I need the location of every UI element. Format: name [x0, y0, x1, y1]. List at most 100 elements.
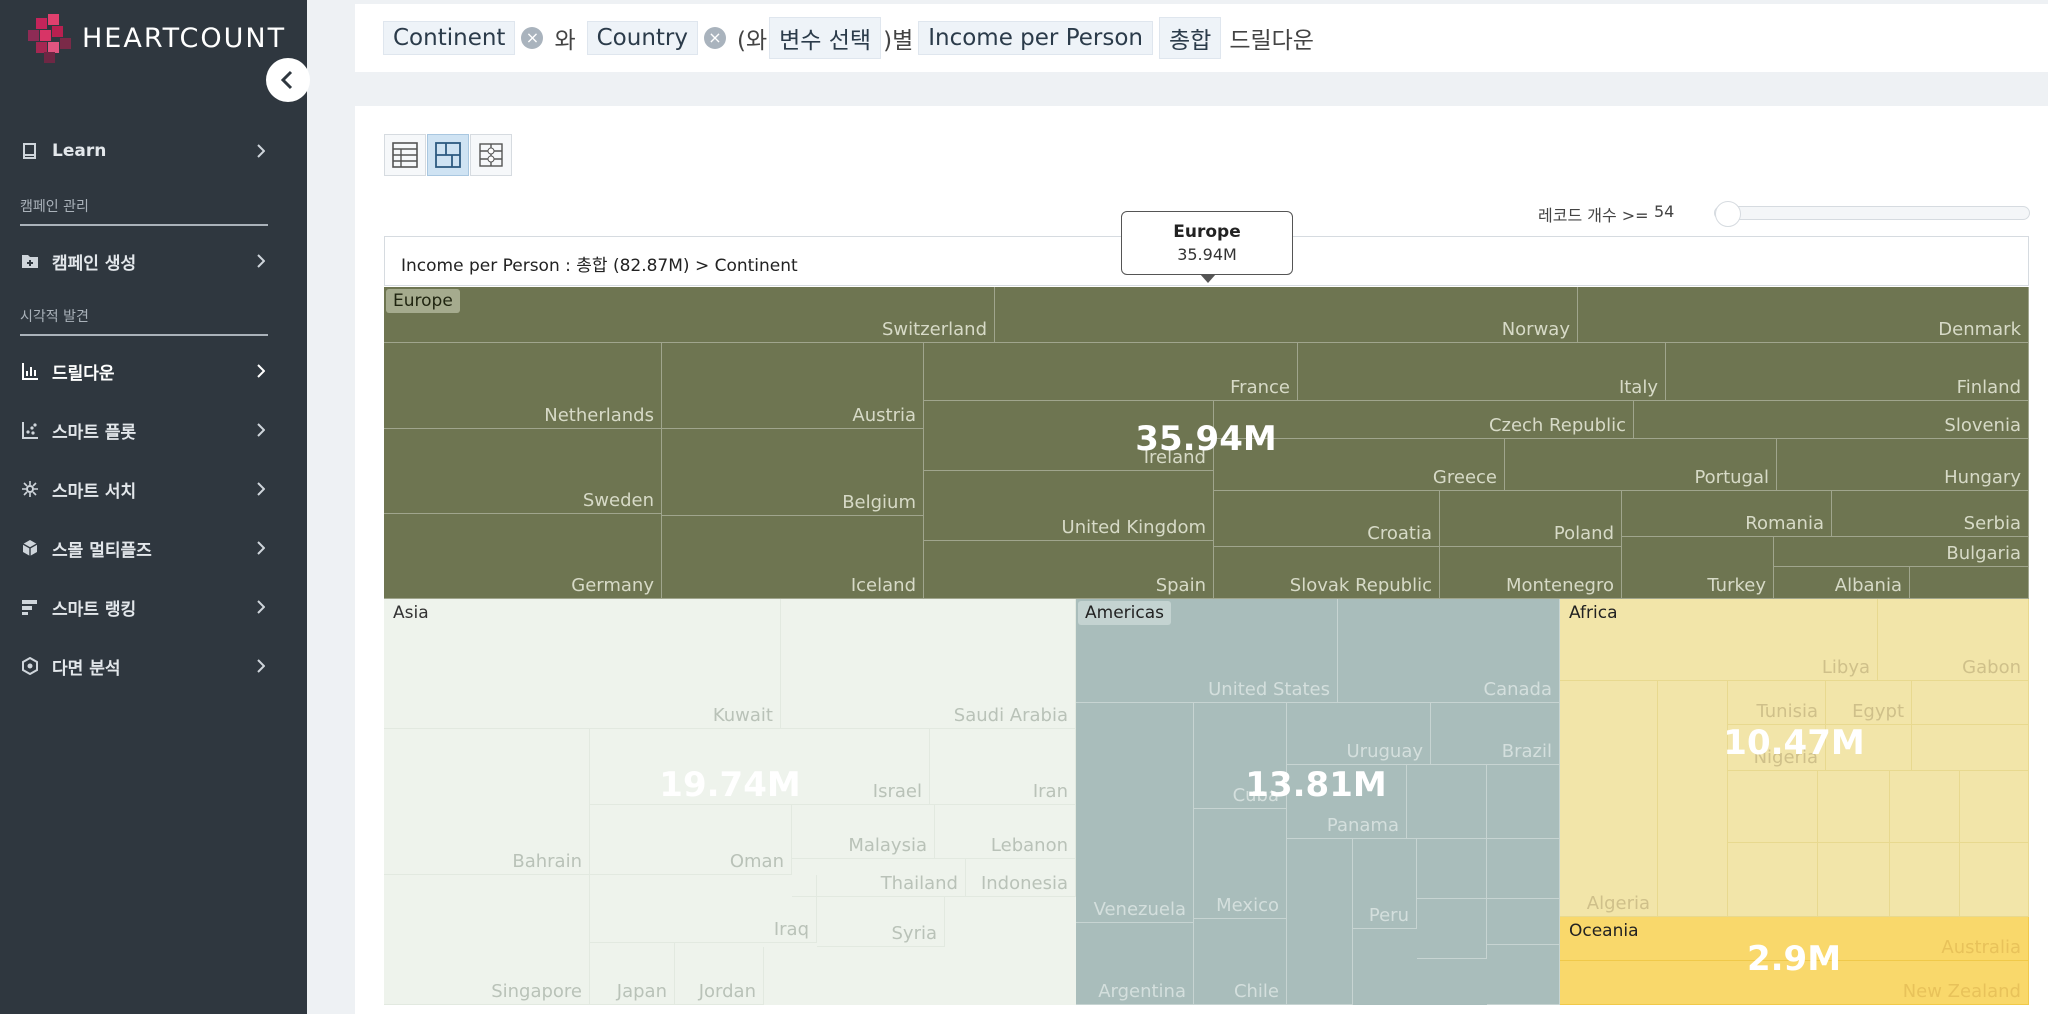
treemap-cell[interactable]: Gabon — [1878, 599, 2029, 681]
treemap-cell[interactable]: Bulgaria — [1774, 537, 2029, 567]
treemap-region-europe[interactable]: Europe Switzerland Norway Denmark Nether… — [384, 287, 2029, 599]
treemap-cell[interactable]: Mexico — [1194, 809, 1287, 919]
treemap-cell[interactable]: United States — [1076, 599, 1338, 703]
treemap-cell[interactable]: Portugal — [1505, 439, 1777, 491]
treemap-cell[interactable]: Switzerland — [384, 287, 995, 343]
treemap-cell[interactable]: Turkey — [1622, 537, 1774, 599]
treemap-cell[interactable]: Germany — [384, 514, 662, 599]
treemap-cell[interactable]: Algeria — [1560, 681, 1658, 917]
slider-knob[interactable] — [1715, 201, 1741, 227]
treemap-cell[interactable]: Greece — [1214, 439, 1505, 491]
treemap-cell[interactable]: Slovak Republic — [1214, 547, 1440, 599]
treemap-cell[interactable]: New Zealand — [1560, 961, 2029, 1005]
treemap-cell[interactable]: Syria — [817, 897, 945, 947]
treemap-cell[interactable]: Canada — [1338, 599, 1560, 703]
treemap-cell[interactable]: Malaysia — [792, 805, 935, 859]
treemap-cell[interactable]: Spain — [924, 541, 1214, 599]
sidebar-item-multi-analysis[interactable]: 다면 분석 — [20, 646, 268, 686]
sidebar-item-smart-ranking[interactable]: 스마트 랭킹 — [20, 587, 268, 627]
treemap-cell[interactable]: Iraq — [590, 875, 817, 943]
treemap-cell[interactable]: Slovenia — [1634, 401, 2029, 439]
treemap-cell[interactable]: Croatia — [1214, 491, 1440, 547]
chip-continent[interactable]: Continent — [383, 21, 516, 55]
treemap-cell[interactable]: Romania — [1622, 491, 1832, 537]
sidebar-item-create-campaign[interactable]: 캠페인 생성 — [20, 241, 268, 281]
treemap-cell[interactable]: Australia — [1560, 917, 2029, 961]
treemap-cell[interactable]: Libya — [1560, 599, 1878, 681]
treemap-cell[interactable]: Kuwait — [384, 599, 781, 729]
treemap-cell[interactable]: Egypt — [1826, 681, 1912, 725]
chip-country[interactable]: Country — [586, 21, 698, 55]
treemap-cell[interactable]: Serbia — [1832, 491, 2029, 537]
sidebar-item-learn[interactable]: Learn — [20, 131, 268, 171]
treemap-cell[interactable]: United Kingdom — [924, 471, 1214, 541]
treemap-region-americas[interactable]: Americas United States Canada Uruguay Br… — [1076, 599, 1560, 1005]
table-view-button[interactable] — [384, 134, 426, 176]
table-icon — [392, 142, 418, 168]
treemap-cell[interactable]: Cuba — [1194, 703, 1287, 809]
treemap-cell[interactable]: Lebanon — [935, 805, 1076, 859]
treemap-cell[interactable]: Thailand — [792, 859, 966, 897]
treemap-cell[interactable]: Uruguay — [1287, 703, 1431, 765]
treemap-view-button[interactable] — [427, 134, 469, 176]
treemap-cell[interactable]: Saudi Arabia — [781, 599, 1076, 729]
treemap-cell[interactable]: Iceland — [662, 516, 924, 599]
treemap-cell[interactable]: Sweden — [384, 429, 662, 514]
treemap-cell[interactable]: Czech Republic — [1214, 401, 1634, 439]
treemap-cell[interactable]: Denmark — [1578, 287, 2029, 343]
sidebar-item-small-multiples[interactable]: 스몰 멀티플즈 — [20, 528, 268, 568]
treemap-cell — [1912, 725, 2029, 771]
treemap-cell[interactable]: Montenegro — [1440, 547, 1622, 599]
chip-select-variable[interactable]: 변수 선택 — [769, 17, 882, 59]
treemap-cell[interactable]: Hungary — [1777, 439, 2029, 491]
treemap-cell[interactable]: Singapore — [384, 875, 590, 1005]
chip-income-per-person[interactable]: Income per Person — [918, 21, 1153, 55]
treemap-cell[interactable]: Peru — [1353, 839, 1417, 929]
treemap-cell[interactable]: Netherlands — [384, 343, 662, 429]
treemap-cell[interactable]: Panama — [1287, 765, 1407, 839]
treemap-cell[interactable]: Norway — [995, 287, 1578, 343]
cell-label: Saudi Arabia — [953, 705, 1068, 726]
treemap-cell[interactable]: Argentina — [1076, 923, 1194, 1005]
treemap-cell[interactable]: Austria — [662, 343, 924, 429]
treemap-cell[interactable]: Brazil — [1431, 703, 1560, 765]
treemap-cell[interactable]: Indonesia — [966, 859, 1076, 897]
treemap-cell[interactable]: Albania — [1774, 567, 1910, 599]
grid-view-button[interactable] — [470, 134, 512, 176]
sidebar-item-label: 스마트 서치 — [52, 481, 137, 502]
treemap-cell[interactable]: Japan — [590, 943, 675, 1005]
record-count-slider[interactable] — [1714, 201, 2030, 227]
treemap-cell[interactable]: Venezuela — [1076, 703, 1194, 923]
sidebar-item-drilldown[interactable]: 드릴다운 — [20, 351, 268, 391]
treemap-cell[interactable]: Nigeria — [1728, 725, 1826, 771]
logo[interactable]: HEARTCOUNT — [28, 14, 286, 63]
treemap-region-africa[interactable]: Africa Libya Gabon Tunisia Egypt Nigeria… — [1560, 599, 2029, 917]
chip-aggregation[interactable]: 총합 — [1158, 17, 1222, 59]
treemap-cell[interactable]: Oman — [590, 805, 792, 875]
remove-continent-icon[interactable]: × — [521, 27, 544, 49]
treemap-cell[interactable]: Tunisia — [1728, 681, 1826, 725]
treemap-cell[interactable]: Poland — [1440, 491, 1622, 547]
treemap-region-asia[interactable]: Asia Kuwait Saudi Arabia Israel Iran Mal… — [384, 599, 1076, 1005]
treemap-cell[interactable]: France — [924, 343, 1298, 401]
collapse-sidebar-button[interactable] — [266, 58, 310, 102]
treemap-cell[interactable]: Jordan — [675, 947, 764, 1005]
treemap-cell[interactable]: Ireland — [924, 401, 1214, 471]
sidebar-item-smart-search[interactable]: 스마트 서치 — [20, 469, 268, 509]
treemap-cell[interactable]: Italy — [1298, 343, 1666, 401]
view-mode-toggle — [384, 134, 513, 176]
remove-country-icon[interactable]: × — [704, 27, 726, 49]
treemap-cell[interactable]: Belgium — [662, 429, 924, 516]
cell-label: Chile — [1233, 981, 1279, 1002]
sidebar-item-smart-plot[interactable]: 스마트 플롯 — [20, 410, 268, 450]
treemap-cell[interactable]: Chile — [1194, 919, 1287, 1005]
treemap-cell[interactable]: Bahrain — [384, 729, 590, 875]
treemap-cell[interactable]: Finland — [1666, 343, 2029, 401]
treemap-cell[interactable]: Israel — [590, 729, 930, 805]
sidebar-item-label: 다면 분석 — [52, 658, 121, 679]
sparkle-icon — [20, 479, 40, 499]
cell-label: Romania — [1745, 513, 1824, 534]
treemap-region-oceania[interactable]: Oceania Australia New Zealand 2.9M — [1560, 917, 2029, 1005]
treemap-cell[interactable]: Iran — [930, 729, 1076, 805]
region-label: Europe — [386, 289, 460, 313]
